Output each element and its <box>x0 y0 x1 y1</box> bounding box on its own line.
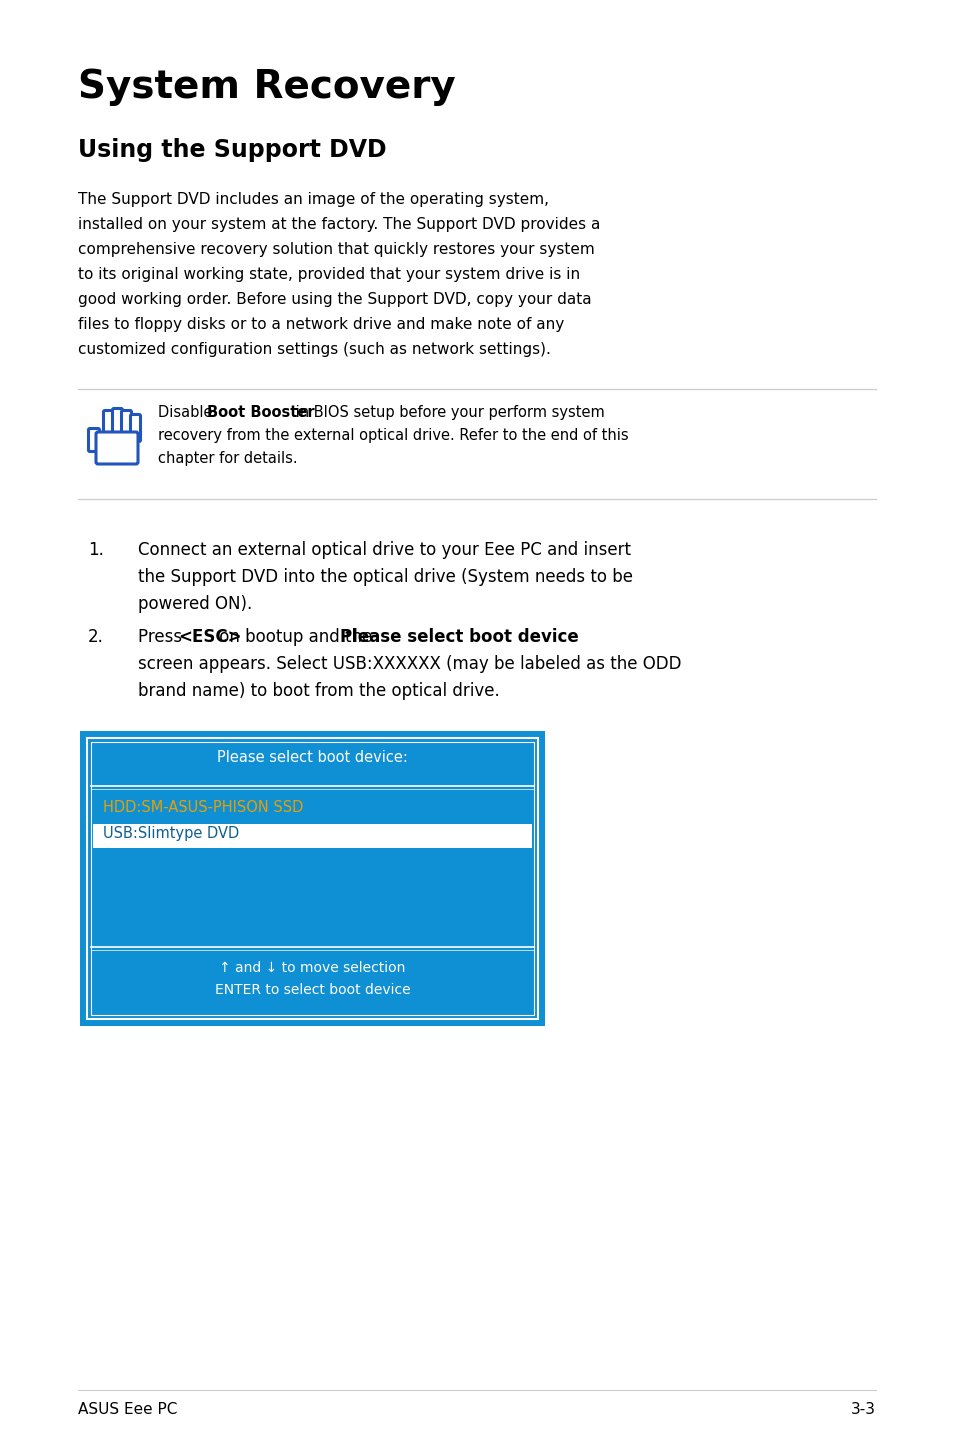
Text: the Support DVD into the optical drive (System needs to be: the Support DVD into the optical drive (… <box>138 568 633 587</box>
Text: good working order. Before using the Support DVD, copy your data: good working order. Before using the Sup… <box>78 292 591 306</box>
Text: System Recovery: System Recovery <box>78 68 456 106</box>
Text: customized configuration settings (such as network settings).: customized configuration settings (such … <box>78 342 550 357</box>
Text: USB:Slimtype DVD: USB:Slimtype DVD <box>103 825 239 841</box>
Text: ASUS Eee PC: ASUS Eee PC <box>78 1402 177 1416</box>
FancyBboxPatch shape <box>89 429 99 452</box>
Bar <box>80 731 544 1025</box>
Text: comprehensive recovery solution that quickly restores your system: comprehensive recovery solution that qui… <box>78 242 594 257</box>
Text: HDD:SM-ASUS-PHISON SSD: HDD:SM-ASUS-PHISON SSD <box>103 800 303 815</box>
Text: files to floppy disks or to a network drive and make note of any: files to floppy disks or to a network dr… <box>78 316 563 332</box>
Text: Please select boot device: Please select boot device <box>340 628 578 646</box>
FancyBboxPatch shape <box>96 431 138 464</box>
Text: ↑ and ↓ to move selection: ↑ and ↓ to move selection <box>219 961 405 975</box>
Text: 3-3: 3-3 <box>850 1402 875 1416</box>
Text: 2.: 2. <box>88 628 104 646</box>
Text: chapter for details.: chapter for details. <box>158 452 297 466</box>
Text: Boot Booster: Boot Booster <box>207 406 314 420</box>
FancyBboxPatch shape <box>131 414 140 441</box>
Text: to its original working state, provided that your system drive is in: to its original working state, provided … <box>78 267 579 282</box>
Text: recovery from the external optical drive. Refer to the end of this: recovery from the external optical drive… <box>158 429 628 443</box>
Bar <box>91 742 534 1015</box>
FancyBboxPatch shape <box>121 410 132 441</box>
Text: Disable: Disable <box>158 406 217 420</box>
Text: screen appears. Select USB:XXXXXX (may be labeled as the ODD: screen appears. Select USB:XXXXXX (may b… <box>138 654 680 673</box>
Bar <box>92 824 532 848</box>
FancyBboxPatch shape <box>112 408 122 441</box>
Text: Connect an external optical drive to your Eee PC and insert: Connect an external optical drive to you… <box>138 541 630 559</box>
Text: Press: Press <box>138 628 187 646</box>
Text: ENTER to select boot device: ENTER to select boot device <box>214 984 410 997</box>
Bar <box>87 738 537 1020</box>
Text: brand name) to boot from the optical drive.: brand name) to boot from the optical dri… <box>138 682 499 700</box>
Text: 1.: 1. <box>88 541 104 559</box>
Text: in BIOS setup before your perform system: in BIOS setup before your perform system <box>291 406 604 420</box>
FancyBboxPatch shape <box>103 410 113 441</box>
Text: on bootup and the: on bootup and the <box>213 628 377 646</box>
Text: Please select boot device:: Please select boot device: <box>217 751 408 765</box>
Text: installed on your system at the factory. The Support DVD provides a: installed on your system at the factory.… <box>78 217 599 232</box>
Text: Using the Support DVD: Using the Support DVD <box>78 138 386 162</box>
Text: powered ON).: powered ON). <box>138 595 252 613</box>
Text: <ESC>: <ESC> <box>177 628 241 646</box>
Text: The Support DVD includes an image of the operating system,: The Support DVD includes an image of the… <box>78 193 548 207</box>
